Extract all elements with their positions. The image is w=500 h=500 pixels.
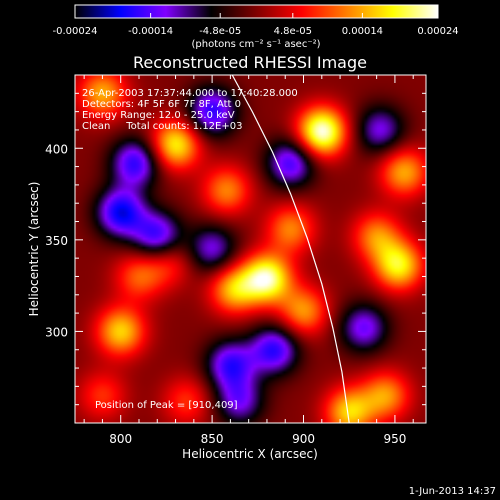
colorbar-units: (photons cm⁻² s⁻¹ asec⁻²)	[191, 39, 320, 50]
x-tick-label: 850	[201, 432, 224, 446]
info-annotations: 26-Apr-2003 17:37:44.000 to 17:40:28.000…	[82, 88, 298, 411]
x-tick-label: 950	[383, 432, 406, 446]
colorbar-tick-label: -0.00014	[128, 26, 173, 37]
colorbar-tick-label: -0.00024	[53, 26, 98, 37]
colorbar-ticks: -0.00024 -0.00014 -4.8e-05 4.8e-05 0.00014 0.…	[53, 13, 459, 37]
annotation-detectors: Detectors: 4F 5F 6F 7F 8F, Att 0	[82, 99, 241, 110]
y-tick-label: 300	[45, 325, 68, 339]
y-tick-label: 400	[45, 142, 68, 156]
plot-area: 26-Apr-2003 17:37:44.000 to 17:40:28.000…	[45, 74, 427, 446]
solar-limb-curve	[231, 75, 350, 423]
annotation-time-range: 26-Apr-2003 17:37:44.000 to 17:40:28.000	[82, 88, 298, 99]
colorbar-tick-label: 0.00014	[342, 26, 383, 37]
x-tick-label: 900	[292, 432, 315, 446]
plot-frame	[74, 74, 427, 424]
x-axis-label: Heliocentric X (arcsec)	[182, 447, 318, 461]
colorbar-tick-label: 0.00024	[417, 26, 458, 37]
axis-ticks: 800 850 900 950 300 350 400	[45, 74, 426, 446]
colorbar-tick-label: 4.8e-05	[274, 26, 312, 37]
annotation-energy: Energy Range: 12.0 - 25.0 keV	[82, 110, 235, 121]
annotation-method: Clean Total counts: 1.12E+03	[82, 121, 242, 132]
x-tick-label: 800	[109, 432, 132, 446]
colorbar-tick-label: -4.8e-05	[199, 26, 241, 37]
chart-title: Reconstructed RHESSI Image	[133, 53, 367, 72]
y-tick-label: 350	[45, 234, 68, 248]
colorbar: -0.00024 -0.00014 -4.8e-05 4.8e-05 0.00014 0.…	[53, 4, 459, 50]
footer-timestamp: 1-Jun-2013 14:37	[409, 486, 496, 497]
annotation-peak: Position of Peak = [910,409]	[95, 400, 238, 411]
heatmap-image	[75, 75, 426, 423]
y-axis-label: Heliocentric Y (arcsec)	[27, 182, 41, 317]
colorbar-strip	[74, 4, 439, 19]
